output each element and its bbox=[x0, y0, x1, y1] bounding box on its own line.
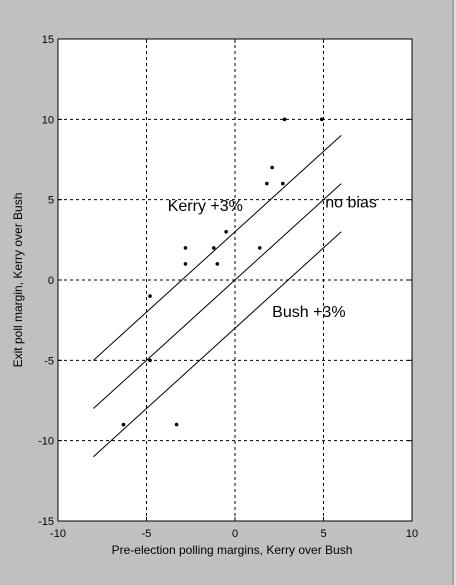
data-point bbox=[265, 181, 269, 186]
line-annotation: no bias bbox=[325, 195, 377, 212]
y-tick-label: -15 bbox=[38, 516, 54, 528]
line-annotations: Kerry +3% no bias Bush +3% bbox=[168, 195, 377, 321]
x-tick-label: 0 bbox=[232, 528, 238, 540]
x-tick-label: 10 bbox=[406, 528, 418, 540]
data-point bbox=[257, 246, 262, 250]
data-points bbox=[121, 117, 324, 427]
data-point bbox=[174, 422, 179, 427]
data-point bbox=[319, 117, 324, 122]
y-tick-label: 10 bbox=[42, 114, 54, 126]
reference-line bbox=[93, 183, 342, 409]
data-point bbox=[211, 246, 216, 250]
data-point bbox=[148, 294, 152, 298]
y-tick-label: 15 bbox=[42, 34, 54, 46]
data-point bbox=[121, 422, 126, 427]
data-point bbox=[183, 246, 188, 250]
y-tick-label: -5 bbox=[44, 355, 54, 367]
data-point bbox=[224, 230, 228, 234]
reference-line bbox=[93, 135, 342, 361]
line-annotation: Bush +3% bbox=[272, 304, 345, 321]
data-point bbox=[270, 165, 274, 170]
data-point bbox=[280, 181, 285, 186]
x-tick-label: -10 bbox=[50, 528, 66, 540]
grid-layer bbox=[58, 39, 412, 521]
data-point bbox=[282, 117, 287, 122]
data-point bbox=[215, 262, 220, 266]
y-tick-label: 5 bbox=[48, 195, 54, 207]
x-tick-label: 5 bbox=[320, 528, 326, 540]
data-point bbox=[183, 262, 188, 266]
y-tick-label: -10 bbox=[38, 436, 54, 448]
reference-line bbox=[93, 231, 342, 458]
y-tick-label: 0 bbox=[48, 275, 54, 287]
reference-lines bbox=[93, 135, 342, 458]
x-tick-label: -5 bbox=[142, 528, 152, 540]
y-axis-label: Exit poll margin, Kerry over Bush bbox=[11, 193, 25, 368]
line-annotation: Kerry +3% bbox=[168, 198, 243, 215]
data-point bbox=[148, 358, 152, 363]
x-axis-label: Pre-election polling margins, Kerry over… bbox=[112, 543, 353, 557]
